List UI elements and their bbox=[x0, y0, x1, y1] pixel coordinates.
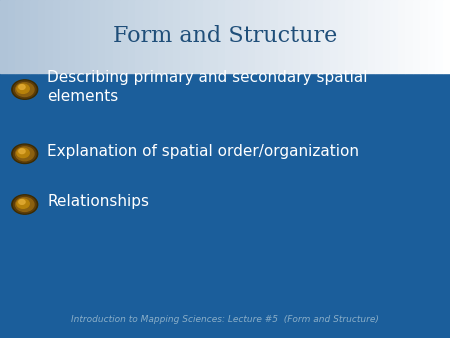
Circle shape bbox=[14, 145, 36, 162]
Bar bbox=[188, 0, 195, 73]
Bar bbox=[68, 0, 75, 73]
Circle shape bbox=[12, 195, 38, 214]
Bar bbox=[225, 0, 233, 73]
Text: Explanation of spatial order/organization: Explanation of spatial order/organizatio… bbox=[47, 144, 359, 159]
Bar bbox=[172, 0, 180, 73]
Bar bbox=[45, 0, 53, 73]
Circle shape bbox=[15, 82, 34, 97]
Bar bbox=[323, 0, 330, 73]
Bar bbox=[270, 0, 278, 73]
Text: Relationships: Relationships bbox=[47, 194, 149, 209]
Bar bbox=[435, 0, 442, 73]
Bar bbox=[82, 0, 90, 73]
Bar bbox=[428, 0, 435, 73]
Bar bbox=[442, 0, 450, 73]
Bar bbox=[90, 0, 98, 73]
Bar bbox=[53, 0, 60, 73]
Circle shape bbox=[12, 80, 38, 99]
Bar bbox=[413, 0, 420, 73]
Bar bbox=[345, 0, 352, 73]
Bar bbox=[360, 0, 368, 73]
Bar bbox=[255, 0, 262, 73]
Bar bbox=[202, 0, 210, 73]
Bar bbox=[315, 0, 323, 73]
Bar bbox=[397, 0, 405, 73]
Bar bbox=[217, 0, 225, 73]
Bar bbox=[405, 0, 413, 73]
Bar bbox=[338, 0, 345, 73]
Bar bbox=[150, 0, 157, 73]
Bar bbox=[210, 0, 217, 73]
Bar bbox=[22, 0, 30, 73]
Bar bbox=[120, 0, 127, 73]
Bar bbox=[240, 0, 248, 73]
Bar bbox=[15, 0, 22, 73]
Circle shape bbox=[15, 147, 34, 161]
Bar bbox=[382, 0, 390, 73]
Circle shape bbox=[17, 84, 29, 93]
Bar bbox=[158, 0, 165, 73]
Bar bbox=[262, 0, 270, 73]
Bar bbox=[420, 0, 428, 73]
Bar bbox=[233, 0, 240, 73]
Bar bbox=[0, 0, 8, 73]
Bar bbox=[165, 0, 172, 73]
Circle shape bbox=[15, 197, 34, 212]
Bar bbox=[60, 0, 68, 73]
Circle shape bbox=[19, 85, 25, 90]
Circle shape bbox=[17, 148, 29, 158]
Bar bbox=[135, 0, 143, 73]
Bar bbox=[248, 0, 255, 73]
Bar bbox=[307, 0, 315, 73]
Bar bbox=[127, 0, 135, 73]
Bar bbox=[75, 0, 82, 73]
Bar bbox=[98, 0, 105, 73]
Bar bbox=[390, 0, 397, 73]
Circle shape bbox=[19, 149, 25, 153]
Bar bbox=[8, 0, 15, 73]
Bar bbox=[300, 0, 307, 73]
Circle shape bbox=[19, 199, 25, 204]
Bar bbox=[112, 0, 120, 73]
Circle shape bbox=[12, 144, 38, 164]
Bar bbox=[143, 0, 150, 73]
Bar bbox=[330, 0, 338, 73]
Bar bbox=[195, 0, 202, 73]
Circle shape bbox=[14, 81, 36, 98]
Text: Introduction to Mapping Sciences: Lecture #5  (Form and Structure): Introduction to Mapping Sciences: Lectur… bbox=[71, 315, 379, 324]
Bar bbox=[292, 0, 300, 73]
Bar bbox=[368, 0, 375, 73]
Circle shape bbox=[14, 196, 36, 213]
Bar bbox=[105, 0, 112, 73]
Bar bbox=[37, 0, 45, 73]
Bar bbox=[180, 0, 188, 73]
Bar bbox=[285, 0, 293, 73]
Text: Describing primary and secondary spatial
elements: Describing primary and secondary spatial… bbox=[47, 70, 368, 104]
Text: Form and Structure: Form and Structure bbox=[113, 25, 337, 47]
Bar bbox=[278, 0, 285, 73]
Bar bbox=[352, 0, 360, 73]
Bar bbox=[30, 0, 37, 73]
Circle shape bbox=[17, 199, 29, 208]
Bar bbox=[375, 0, 382, 73]
